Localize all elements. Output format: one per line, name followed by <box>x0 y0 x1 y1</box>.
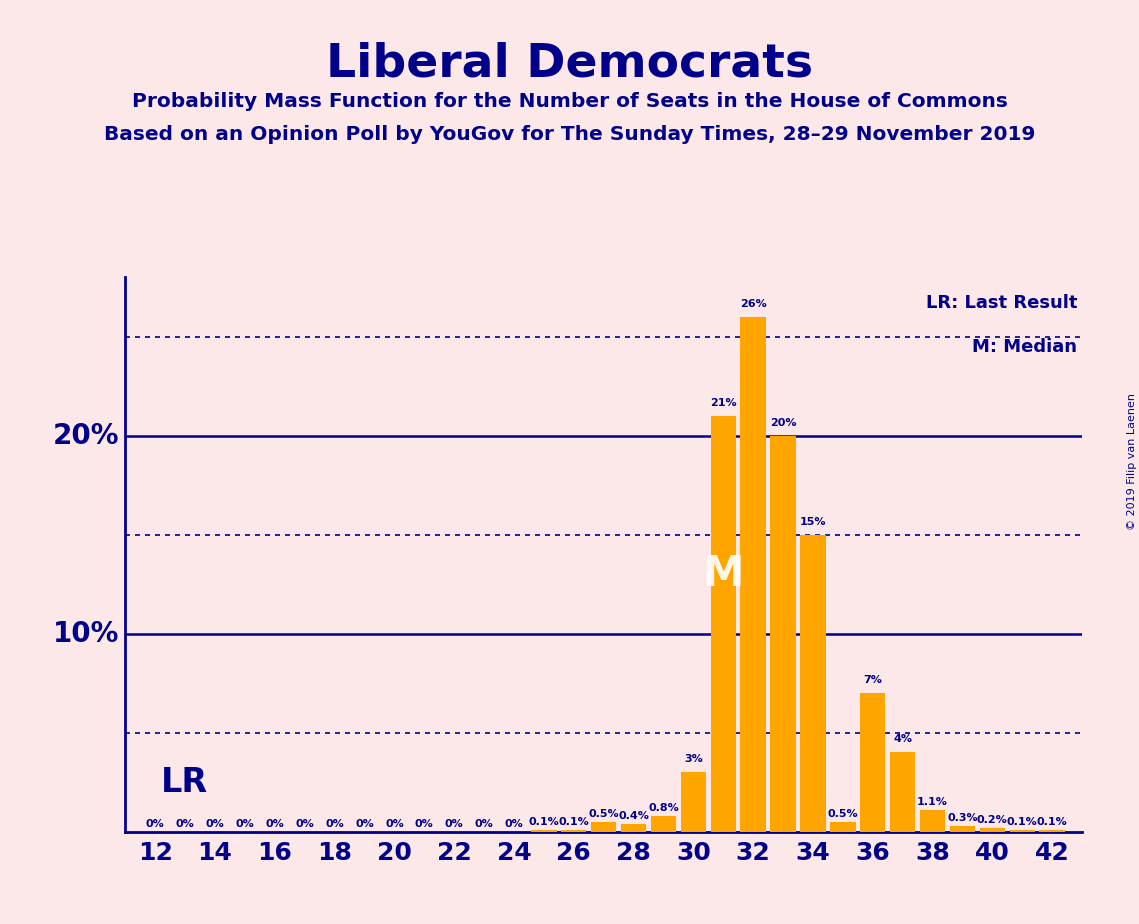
Text: 3%: 3% <box>685 754 703 764</box>
Text: Based on an Opinion Poll by YouGov for The Sunday Times, 28–29 November 2019: Based on an Opinion Poll by YouGov for T… <box>104 125 1035 144</box>
Text: 0.1%: 0.1% <box>1007 817 1038 827</box>
Text: Probability Mass Function for the Number of Seats in the House of Commons: Probability Mass Function for the Number… <box>132 92 1007 112</box>
Text: 7%: 7% <box>863 675 883 685</box>
Bar <box>740 317 765 832</box>
Text: 0.3%: 0.3% <box>948 813 977 822</box>
Text: 10%: 10% <box>54 620 120 648</box>
Text: 0%: 0% <box>355 819 374 829</box>
Text: 1.1%: 1.1% <box>917 796 948 807</box>
Text: 0.1%: 0.1% <box>558 817 589 827</box>
Text: 0.5%: 0.5% <box>589 808 618 819</box>
Text: 0%: 0% <box>505 819 523 829</box>
Text: 15%: 15% <box>800 517 826 527</box>
Text: 0%: 0% <box>265 819 284 829</box>
Bar <box>711 416 736 832</box>
Text: 26%: 26% <box>740 298 767 309</box>
Text: 0%: 0% <box>475 819 493 829</box>
Text: M: M <box>703 553 744 595</box>
Text: 0%: 0% <box>445 819 464 829</box>
Text: 0%: 0% <box>175 819 195 829</box>
Text: 0.4%: 0.4% <box>618 810 649 821</box>
Text: LR: Last Result: LR: Last Result <box>926 294 1077 311</box>
Text: 20%: 20% <box>54 421 120 450</box>
Bar <box>830 821 855 832</box>
Text: 0%: 0% <box>326 819 344 829</box>
Text: LR: LR <box>162 766 208 798</box>
Text: 0%: 0% <box>206 819 224 829</box>
Text: 0.5%: 0.5% <box>828 808 858 819</box>
Bar <box>801 535 826 832</box>
Bar <box>920 809 945 832</box>
Bar <box>562 830 587 832</box>
Bar <box>531 830 557 832</box>
Bar <box>950 826 975 832</box>
Text: 0.2%: 0.2% <box>977 815 1008 824</box>
Bar <box>890 752 916 832</box>
Text: 0.1%: 0.1% <box>528 817 559 827</box>
Text: © 2019 Filip van Laenen: © 2019 Filip van Laenen <box>1126 394 1137 530</box>
Text: 20%: 20% <box>770 418 796 428</box>
Bar <box>650 816 677 832</box>
Bar <box>681 772 706 832</box>
Bar <box>621 823 646 832</box>
Text: 0.1%: 0.1% <box>1036 817 1067 827</box>
Bar <box>591 821 616 832</box>
Bar <box>1040 830 1065 832</box>
Bar <box>770 435 796 832</box>
Bar <box>860 693 885 832</box>
Text: 0%: 0% <box>146 819 164 829</box>
Bar <box>1009 830 1035 832</box>
Text: 0.8%: 0.8% <box>648 803 679 813</box>
Text: Liberal Democrats: Liberal Democrats <box>326 42 813 87</box>
Text: 21%: 21% <box>710 398 737 407</box>
Text: 0%: 0% <box>415 819 434 829</box>
Bar <box>980 828 1005 832</box>
Text: 0%: 0% <box>385 819 403 829</box>
Text: 4%: 4% <box>893 735 912 745</box>
Text: 0%: 0% <box>236 819 254 829</box>
Text: 0%: 0% <box>295 819 314 829</box>
Text: M: Median: M: Median <box>973 338 1077 356</box>
